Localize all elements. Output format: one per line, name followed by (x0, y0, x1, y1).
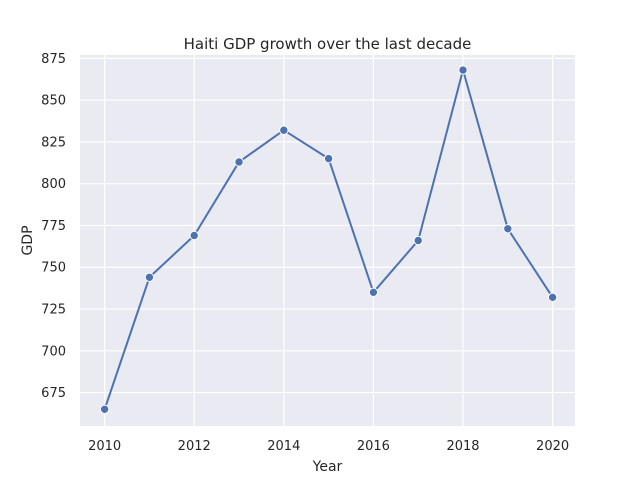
data-point (458, 65, 468, 75)
grid-lines (80, 55, 575, 426)
y-tick-label: 775 (41, 219, 66, 234)
y-tick-label: 675 (41, 386, 66, 401)
data-point (279, 125, 289, 135)
y-tick-label: 850 (41, 94, 66, 109)
data-point (547, 292, 558, 303)
x-tick-label: 2016 (357, 439, 390, 454)
y-tick-label: 875 (41, 52, 66, 67)
data-point (144, 272, 155, 282)
y-tick-label: 750 (41, 261, 66, 276)
data-point (368, 287, 379, 298)
plot-area (80, 55, 575, 426)
data-series (99, 65, 558, 414)
data-point (503, 224, 513, 234)
x-tick-label: 2018 (446, 439, 479, 454)
x-tick-label: 2012 (178, 439, 211, 454)
y-tick-label: 825 (41, 135, 66, 150)
y-tick-label: 700 (41, 344, 66, 359)
y-axis-ticks: 675 700 725 750 775 800 825 850 875 (41, 52, 66, 401)
chart-title: Haiti GDP growth over the last decade (184, 35, 472, 53)
y-tick-label: 725 (41, 303, 66, 318)
x-tick-label: 2014 (267, 439, 300, 454)
x-axis-ticks: 2010 2012 2014 2016 2018 2020 (88, 439, 569, 454)
data-point (323, 153, 334, 164)
data-point (234, 157, 244, 167)
x-tick-label: 2010 (88, 439, 121, 454)
y-tick-label: 800 (41, 177, 66, 192)
x-axis-label: Year (312, 459, 343, 475)
x-tick-label: 2020 (536, 439, 569, 454)
data-point (189, 230, 199, 241)
y-axis-label: GDP (20, 225, 36, 255)
data-point (413, 235, 423, 246)
data-point (99, 404, 110, 414)
